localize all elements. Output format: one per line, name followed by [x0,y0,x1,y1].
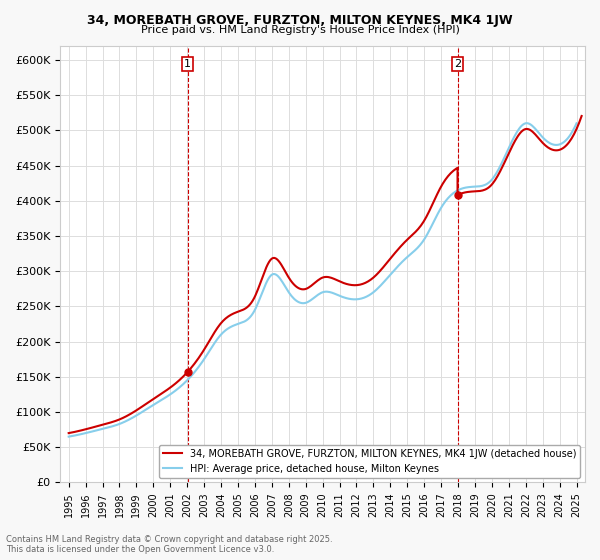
Legend: 34, MOREBATH GROVE, FURZTON, MILTON KEYNES, MK4 1JW (detached house), HPI: Avera: 34, MOREBATH GROVE, FURZTON, MILTON KEYN… [158,445,580,478]
Text: 2: 2 [454,59,461,69]
Text: Contains HM Land Registry data © Crown copyright and database right 2025.
This d: Contains HM Land Registry data © Crown c… [6,535,332,554]
Text: 1: 1 [184,59,191,69]
Text: 34, MOREBATH GROVE, FURZTON, MILTON KEYNES, MK4 1JW: 34, MOREBATH GROVE, FURZTON, MILTON KEYN… [87,14,513,27]
Text: Price paid vs. HM Land Registry's House Price Index (HPI): Price paid vs. HM Land Registry's House … [140,25,460,35]
